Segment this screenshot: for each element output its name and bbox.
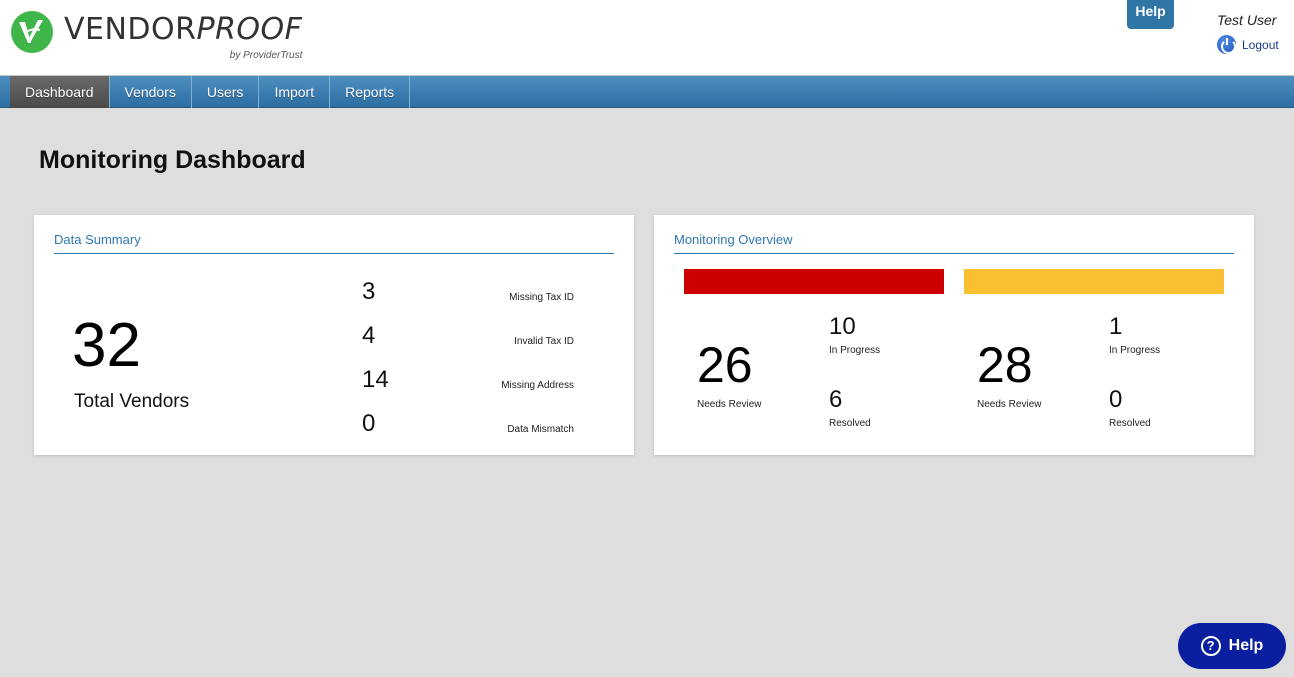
brand-name-part1: VENDOR [64, 12, 197, 47]
logout-link[interactable]: Logout [1217, 35, 1279, 54]
invalid-tax-id-label: Invalid Tax ID [514, 336, 574, 347]
status-bar-yellow [964, 269, 1224, 294]
missing-address-label: Missing Address [501, 380, 574, 391]
brand-name-part2: PROOF [196, 12, 303, 47]
group1-needs-review-value[interactable]: 26 [697, 337, 753, 393]
page-title: Monitoring Dashboard [39, 146, 306, 174]
missing-address-value[interactable]: 14 [362, 366, 389, 393]
floating-help-button[interactable]: ? Help [1178, 623, 1286, 669]
invalid-tax-id-value[interactable]: 4 [362, 322, 376, 349]
vendorproof-logo-icon [11, 11, 53, 53]
group2-needs-review-label: Needs Review [977, 399, 1042, 410]
data-summary-card: Data Summary 32 Total Vendors 3 Missing … [34, 215, 634, 455]
nav-item-vendors[interactable]: Vendors [110, 76, 192, 108]
question-circle-icon: ? [1200, 636, 1221, 656]
monitoring-overview-title: Monitoring Overview [674, 232, 1234, 254]
missing-tax-id-value[interactable]: 3 [362, 278, 376, 305]
group2-in-progress-label: In Progress [1109, 345, 1161, 356]
logout-label: Logout [1242, 37, 1279, 52]
total-vendors-label: Total Vendors [74, 391, 190, 412]
nav-item-reports[interactable]: Reports [330, 76, 411, 108]
group2-needs-review-value[interactable]: 28 [977, 337, 1033, 393]
status-bar-red [684, 269, 944, 294]
nav-item-users[interactable]: Users [192, 76, 260, 108]
nav-item-import[interactable]: Import [259, 76, 331, 108]
total-vendors-value: 32 [72, 311, 141, 380]
group2-resolved-label: Resolved [1109, 418, 1151, 429]
floating-help-label: Help [1228, 637, 1264, 654]
group1-in-progress-value[interactable]: 10 [829, 313, 856, 340]
brand-byline: by ProviderTrust [229, 50, 303, 61]
brand-wordmark: VENDORPROOF by ProviderTrust [64, 12, 303, 62]
group1-resolved-label: Resolved [829, 418, 871, 429]
current-user-name: Test User [1217, 12, 1277, 28]
group1-resolved-value[interactable]: 6 [829, 386, 843, 413]
main-nav: Dashboard Vendors Users Import Reports [0, 76, 1294, 108]
group2-resolved-value[interactable]: 0 [1109, 386, 1123, 413]
group2-in-progress-value[interactable]: 1 [1109, 313, 1123, 340]
data-mismatch-label: Data Mismatch [507, 424, 574, 435]
group1-needs-review-label: Needs Review [697, 399, 762, 410]
data-summary-title: Data Summary [54, 232, 614, 254]
monitoring-overview-card: Monitoring Overview 26 Needs Review 10 I… [654, 215, 1254, 455]
group1-in-progress-label: In Progress [829, 345, 881, 356]
app-header: VENDORPROOF by ProviderTrust Help Test U… [0, 0, 1294, 76]
nav-item-dashboard[interactable]: Dashboard [10, 76, 110, 108]
missing-tax-id-label: Missing Tax ID [509, 292, 574, 303]
power-icon [1217, 35, 1236, 54]
brand-logo[interactable]: VENDORPROOF by ProviderTrust [10, 10, 302, 62]
help-tab-button[interactable]: Help [1127, 0, 1174, 29]
data-mismatch-value[interactable]: 0 [362, 410, 376, 437]
